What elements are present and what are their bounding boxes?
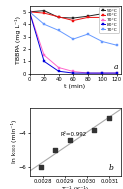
Text: a: a <box>113 63 118 71</box>
Point <box>93 128 95 131</box>
Text: b: b <box>108 164 113 172</box>
Y-axis label: TBBPA (mg L⁻¹): TBBPA (mg L⁻¹) <box>15 16 21 64</box>
Point <box>54 149 56 152</box>
Legend: 50°C, 60°C, 70°C, 80°C, 70°C: 50°C, 60°C, 70°C, 80°C, 70°C <box>99 7 119 33</box>
X-axis label: t (min): t (min) <box>64 84 86 89</box>
Point <box>40 166 42 169</box>
Y-axis label: ln k₀₀₀ (min⁻¹): ln k₀₀₀ (min⁻¹) <box>11 120 17 163</box>
X-axis label: T⁻¹ (K⁻¹): T⁻¹ (K⁻¹) <box>62 186 88 189</box>
Point <box>108 116 110 119</box>
Point <box>69 139 71 142</box>
Text: R²=0.992: R²=0.992 <box>60 132 86 137</box>
